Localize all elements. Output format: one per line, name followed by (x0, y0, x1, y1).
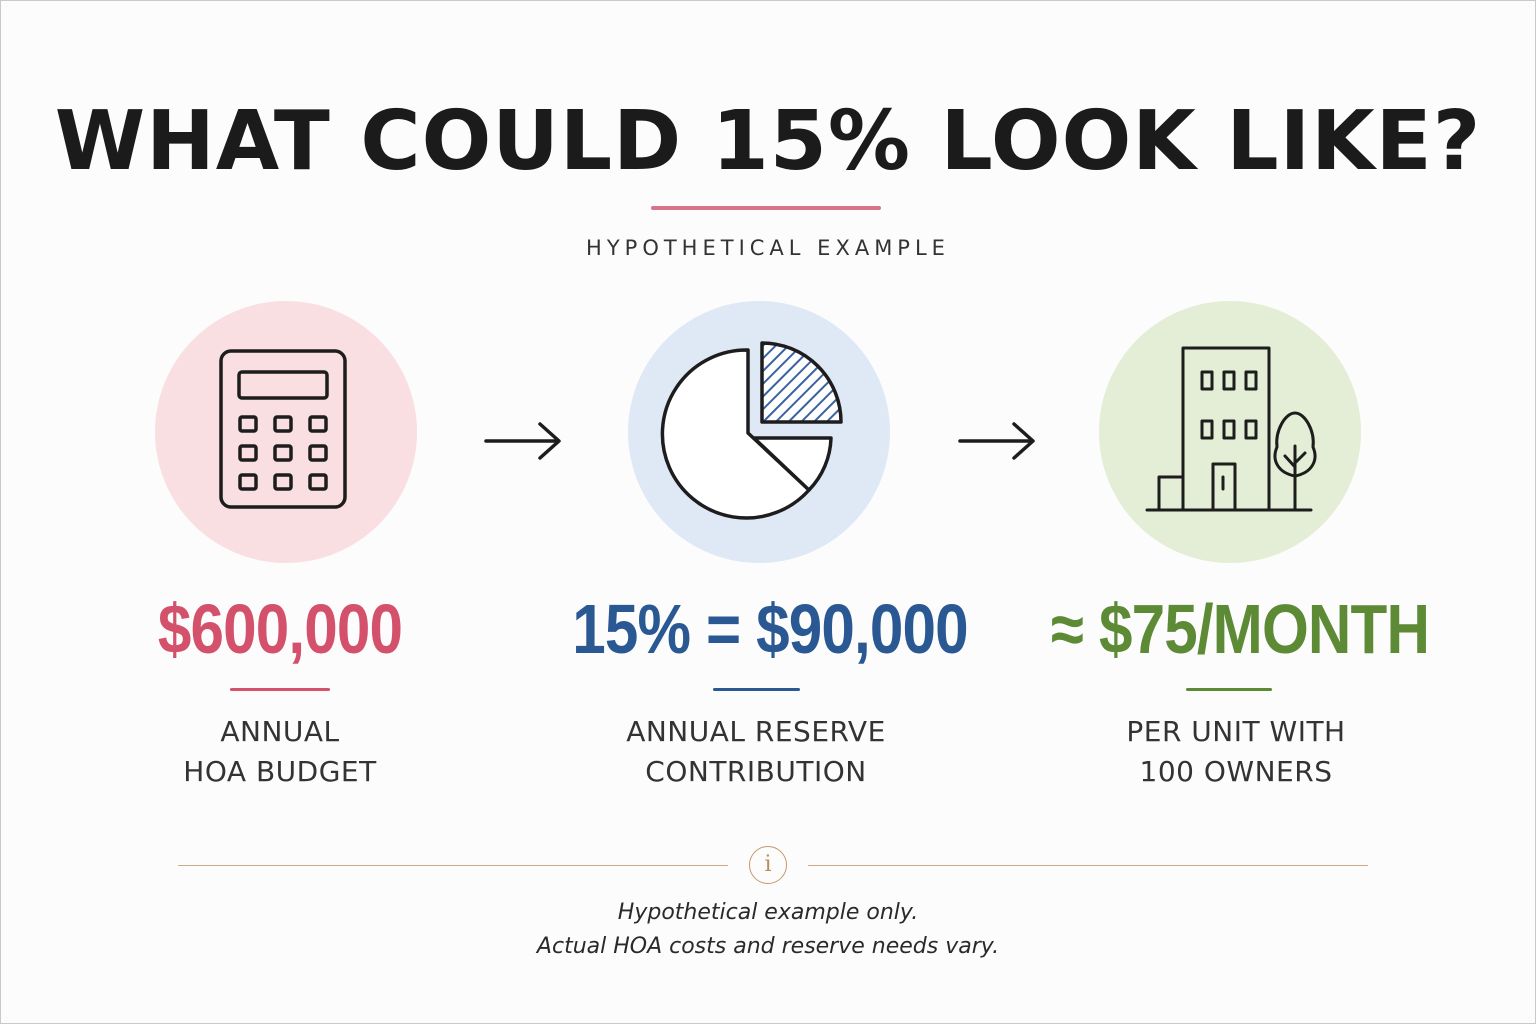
info-icon: i (749, 846, 787, 884)
budget-underline (230, 688, 330, 691)
page-subtitle: HYPOTHETICAL EXAMPLE (586, 236, 950, 260)
budget-label: ANNUAL HOA BUDGET (100, 712, 460, 792)
reserve-label-line: CONTRIBUTION (645, 755, 867, 788)
reserve-value: 15% = $90,000 (572, 590, 968, 668)
disclaimer-line: Actual HOA costs and reserve needs vary. (536, 934, 1000, 959)
calculator-circle (155, 301, 417, 563)
arrow-right-icon (484, 422, 561, 460)
monthly-underline (1186, 688, 1272, 691)
monthly-value: ≈ $75/MONTH (1050, 590, 1430, 668)
budget-label-line: HOA BUDGET (183, 755, 377, 788)
arrow-right-icon (958, 422, 1035, 460)
page-title: WHAT COULD 15% LOOK LIKE? (54, 94, 1482, 189)
pie-chart-circle (628, 301, 890, 563)
title-underline (651, 206, 881, 210)
footer-divider-left (178, 865, 728, 866)
monthly-label-line: 100 OWNERS (1139, 755, 1333, 788)
building-tree-icon (1145, 346, 1317, 512)
building-circle (1099, 301, 1361, 563)
reserve-label-line: ANNUAL RESERVE (626, 715, 886, 748)
reserve-label: ANNUAL RESERVE CONTRIBUTION (560, 712, 952, 792)
reserve-underline (713, 688, 800, 691)
pie-chart-icon (660, 341, 843, 520)
disclaimer-line: Hypothetical example only. (617, 900, 919, 925)
monthly-label: PER UNIT WITH 100 OWNERS (1036, 712, 1436, 792)
budget-value: $600,000 (157, 590, 403, 668)
calculator-icon (219, 349, 347, 509)
footer-divider-right (808, 865, 1368, 866)
budget-label-line: ANNUAL (220, 715, 340, 748)
monthly-label-line: PER UNIT WITH (1126, 715, 1346, 748)
